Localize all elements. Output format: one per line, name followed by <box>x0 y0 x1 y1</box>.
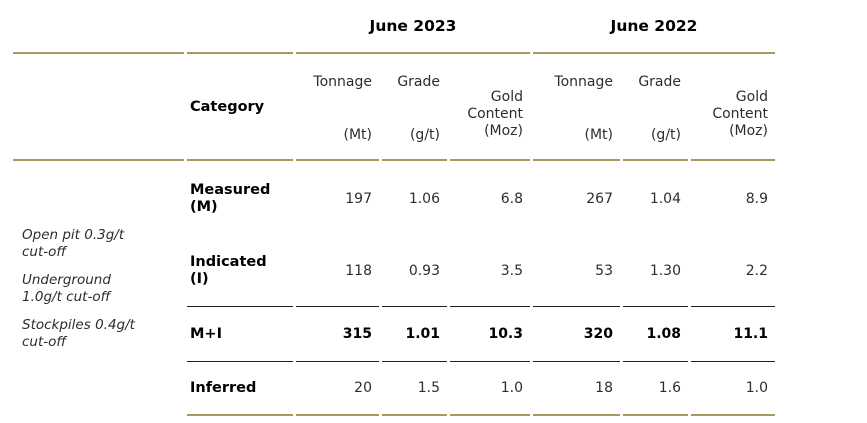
value-cell: 1.01 <box>382 307 447 362</box>
category-cell: Indicated (I) <box>187 236 293 307</box>
table-row-m-plus-i: M+I 315 1.01 10.3 320 1.08 11.1 <box>13 307 775 362</box>
column-header-row: Category Tonnage (Mt) Grade (g/t) Gold C… <box>13 54 775 161</box>
col-header-tonnage-2023: Tonnage (Mt) <box>296 54 379 161</box>
category-label-line2: (M) <box>190 198 218 215</box>
value-cell: 18 <box>533 362 620 416</box>
col-header-gold-content-2023: Gold Content (Moz) <box>450 54 530 161</box>
value-cell: 1.6 <box>623 362 688 416</box>
value-cell: 1.5 <box>382 362 447 416</box>
tonnage-label: Tonnage <box>554 74 613 90</box>
value-cell: 1.08 <box>623 307 688 362</box>
value-cell: 267 <box>586 190 613 207</box>
value-cell: 1.0 <box>691 362 775 416</box>
table-row-inferred: Inferred 20 1.5 1.0 18 1.6 1.0 <box>13 362 775 416</box>
gold-label-line2: Content <box>467 106 523 122</box>
value-cell: 6.8 <box>500 190 523 207</box>
grade-label: Grade <box>638 74 681 90</box>
category-label-line1: Indicated <box>190 254 267 270</box>
notes-column-spacer <box>13 0 184 54</box>
year-group-header-2022: June 2022 <box>533 0 775 54</box>
gold-unit: (Moz) <box>484 123 523 139</box>
category-cell: Measured (M) <box>187 161 293 236</box>
table-row-measured: Open pit 0.3g/t cut-off Underground 1.0g… <box>13 161 775 350</box>
year-header-row: June 2023 June 2022 <box>13 0 775 54</box>
col-header-grade-2023: Grade (g/t) <box>382 54 447 161</box>
category-label-line1: Measured <box>190 181 271 198</box>
note-stockpiles: Stockpiles 0.4g/t cut-off <box>22 316 135 350</box>
category-label-line1: M+I <box>190 325 222 342</box>
value-cell: 3.5 <box>450 236 530 307</box>
category-column-header: Category <box>187 54 293 161</box>
mineral-resource-table: June 2023 June 2022 Category Tonnage (Mt… <box>10 0 778 416</box>
category-label-line2: (I) <box>190 271 209 287</box>
value-cell: 197 <box>345 190 372 207</box>
tonnage-unit: (Mt) <box>343 127 373 143</box>
cutoff-notes: Open pit 0.3g/t cut-off Underground 1.0g… <box>13 161 184 416</box>
tonnage-unit: (Mt) <box>584 127 614 143</box>
category-cell: M+I <box>187 307 293 362</box>
value-cell: 315 <box>296 307 379 362</box>
value-cell: 53 <box>533 236 620 307</box>
category-cell: Inferred <box>187 362 293 416</box>
tonnage-label: Tonnage <box>313 74 372 90</box>
value-cell: 2.2 <box>691 236 775 307</box>
value-cell: 1.0 <box>450 362 530 416</box>
gold-label-line2: Content <box>712 106 768 122</box>
gold-label-line1: Gold <box>735 89 768 105</box>
value-cell: 1.04 <box>649 190 681 207</box>
col-header-gold-content-2022: Gold Content (Moz) <box>691 54 775 161</box>
value-cell: 1.06 <box>408 190 440 207</box>
category-column-spacer <box>187 0 293 54</box>
table-row-indicated: Indicated (I) 118 0.93 3.5 53 1.30 2.2 <box>13 236 775 307</box>
value-cell: 1.30 <box>623 236 688 307</box>
year-group-header-2023: June 2023 <box>296 0 530 54</box>
col-header-tonnage-2022: Tonnage (Mt) <box>533 54 620 161</box>
value-cell: 0.93 <box>382 236 447 307</box>
gold-label-line1: Gold <box>490 89 523 105</box>
value-cell: 11.1 <box>691 307 775 362</box>
value-cell: 10.3 <box>450 307 530 362</box>
note-underground: Underground 1.0g/t cut-off <box>22 271 111 305</box>
value-cell: 320 <box>533 307 620 362</box>
gold-unit: (Moz) <box>729 123 768 139</box>
value-cell: 8.9 <box>745 190 768 207</box>
grade-unit: (g/t) <box>409 127 440 143</box>
value-cell: 118 <box>296 236 379 307</box>
grade-unit: (g/t) <box>650 127 681 143</box>
note-open-pit: Open pit 0.3g/t cut-off <box>22 226 125 260</box>
col-header-grade-2022: Grade (g/t) <box>623 54 688 161</box>
category-label-line1: Inferred <box>190 379 257 396</box>
value-cell: 20 <box>296 362 379 416</box>
grade-label: Grade <box>397 74 440 90</box>
notes-column-spacer <box>13 54 184 161</box>
